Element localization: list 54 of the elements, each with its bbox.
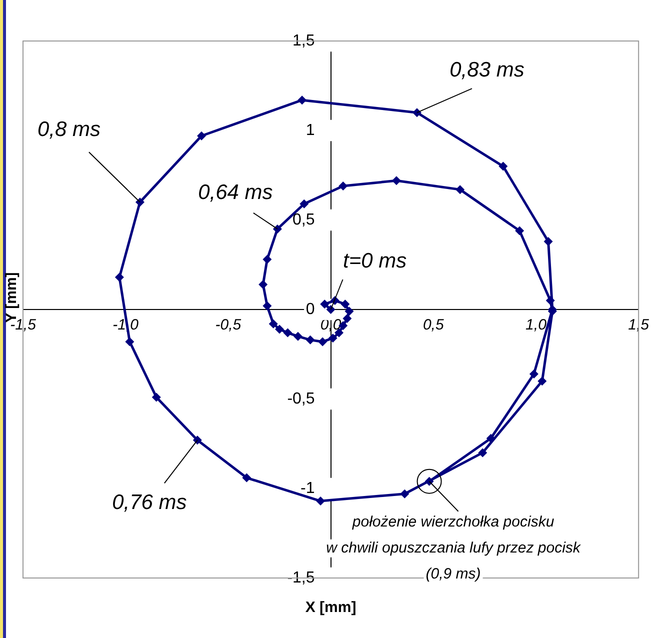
x-tick-label: -0,5	[215, 316, 242, 334]
point	[300, 199, 309, 208]
y-tick-label: -1	[300, 480, 331, 497]
point	[412, 108, 422, 118]
annotation: 0,76 ms	[112, 491, 188, 514]
point	[258, 280, 268, 289]
point	[392, 176, 401, 186]
point	[316, 496, 326, 506]
point	[318, 337, 328, 346]
point	[197, 131, 206, 140]
point	[320, 300, 330, 309]
point	[192, 436, 202, 445]
point	[529, 369, 538, 378]
point	[125, 337, 134, 346]
point	[344, 306, 354, 316]
point	[456, 185, 465, 194]
point	[268, 319, 278, 328]
point	[328, 334, 338, 343]
point	[272, 224, 282, 234]
point	[538, 376, 547, 386]
point	[114, 272, 124, 282]
point	[135, 198, 144, 207]
x-axis-title: X [mm]	[305, 599, 356, 616]
y-tick-label: 0	[306, 300, 331, 318]
x-tick-label: 1,5	[628, 316, 650, 334]
annotation: 0,8 ms	[37, 118, 101, 141]
point	[340, 300, 350, 309]
point	[546, 296, 555, 306]
annotation: t=0 ms	[342, 249, 408, 272]
point	[152, 392, 161, 402]
point	[400, 489, 410, 498]
x-tick-label: 1,0	[526, 316, 548, 334]
point	[274, 324, 284, 334]
point	[293, 332, 302, 341]
point	[326, 305, 336, 314]
y-tick-label: 0,5	[292, 211, 331, 228]
x-tick-label: 0,5	[422, 316, 444, 334]
point	[262, 254, 272, 264]
point	[338, 181, 348, 190]
y-tick-label: 1,5	[292, 32, 331, 50]
point	[478, 448, 488, 458]
point	[283, 328, 292, 338]
annotation: 0,64 ms	[198, 180, 274, 204]
point	[298, 96, 307, 105]
y-tick-label: -0,5	[287, 390, 331, 408]
point	[544, 236, 553, 246]
point	[498, 162, 508, 171]
point	[242, 473, 252, 482]
point	[306, 335, 315, 344]
annotation: 0,83 ms	[450, 58, 525, 82]
point	[262, 301, 272, 310]
point	[515, 226, 524, 236]
point	[342, 314, 352, 323]
y-tick-label: 1	[306, 122, 331, 139]
